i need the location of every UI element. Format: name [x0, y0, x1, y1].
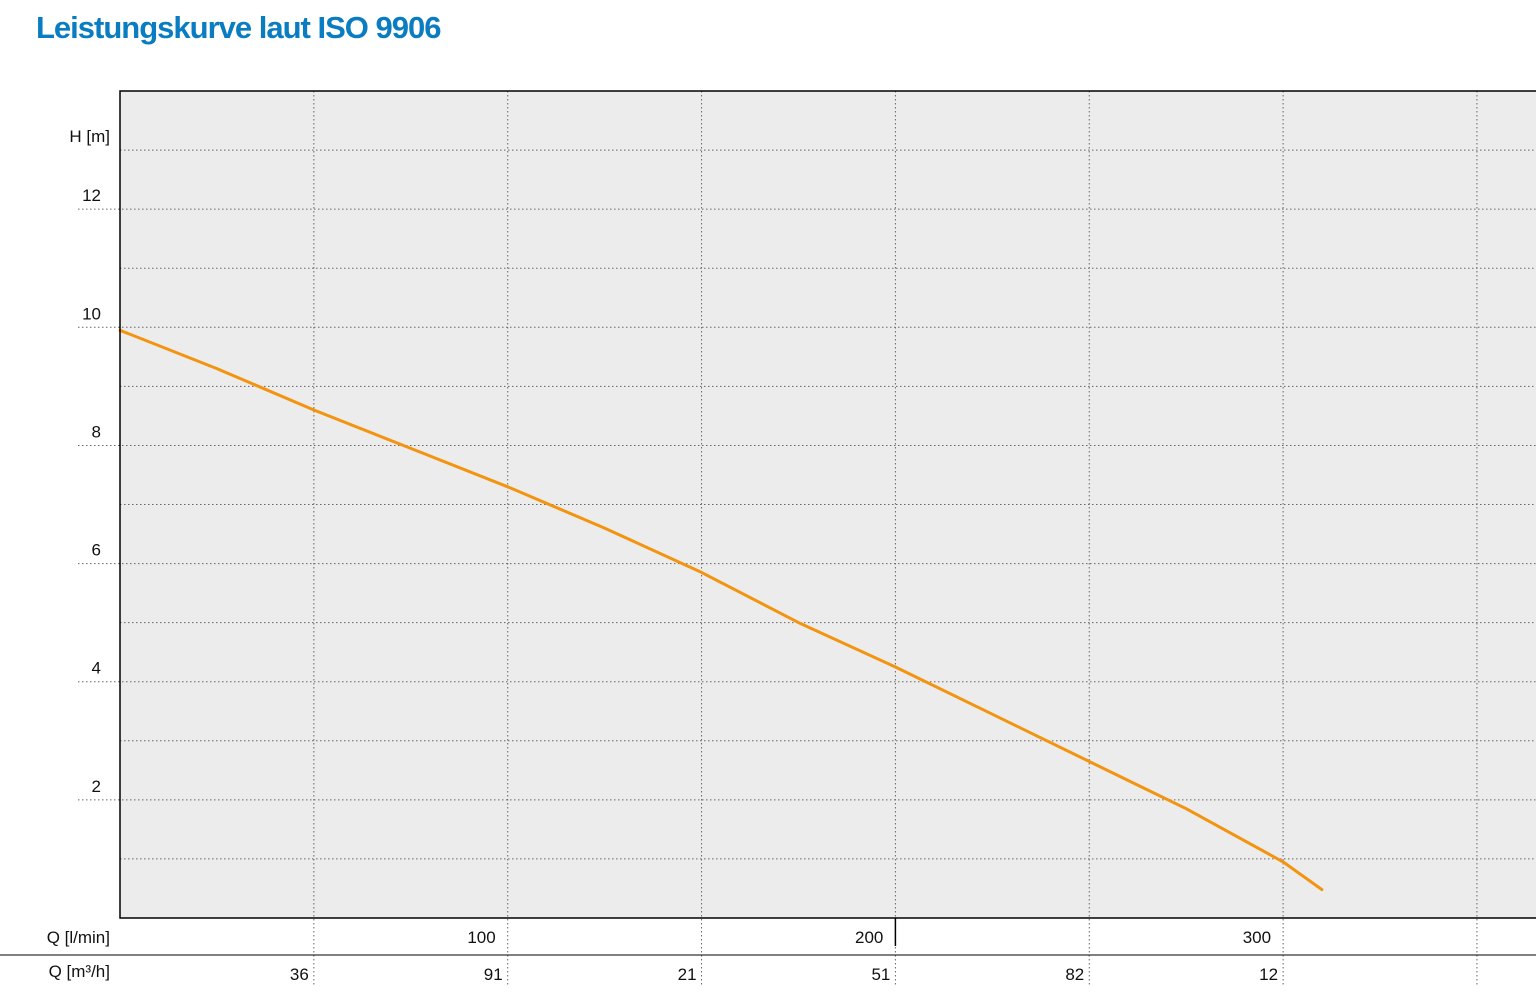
y-tick-label: 6	[92, 541, 101, 560]
x-axis-label: Q [l/min]	[47, 928, 110, 947]
x2-tick-label: 21	[678, 965, 697, 984]
x2-tick-label: 82	[1065, 965, 1084, 984]
y-tick-label: 2	[92, 777, 101, 796]
x-tick-label: 200	[855, 928, 883, 947]
x-tick-label: 100	[467, 928, 495, 947]
chart-title: Leistungskurve laut ISO 9906	[36, 10, 441, 45]
x2-tick-label: 12	[1259, 965, 1278, 984]
plot-frame	[0, 90, 1536, 956]
y-tick-label: 10	[82, 304, 101, 323]
x2-tick-label: 36	[290, 965, 309, 984]
axis-labels: H [m] 2 4 6 8 10 12 Q [l/min] 100 200 300 Q [m³/h] 3…	[47, 127, 1278, 984]
curve-layer	[118, 328, 1324, 892]
y-tick-label: 4	[92, 659, 101, 678]
plot-border	[119, 90, 1536, 919]
x2-tick-label: 91	[484, 965, 503, 984]
grid-lines	[78, 91, 1536, 986]
performance-curve	[118, 328, 1324, 892]
x2-axis-label: Q [m³/h]	[49, 962, 110, 981]
y-tick-label: 12	[82, 186, 101, 205]
y-tick-label: 8	[92, 422, 101, 441]
x-tick-label: 300	[1243, 928, 1271, 947]
y-axis-label: H [m]	[69, 127, 110, 146]
x2-tick-label: 51	[871, 965, 890, 984]
